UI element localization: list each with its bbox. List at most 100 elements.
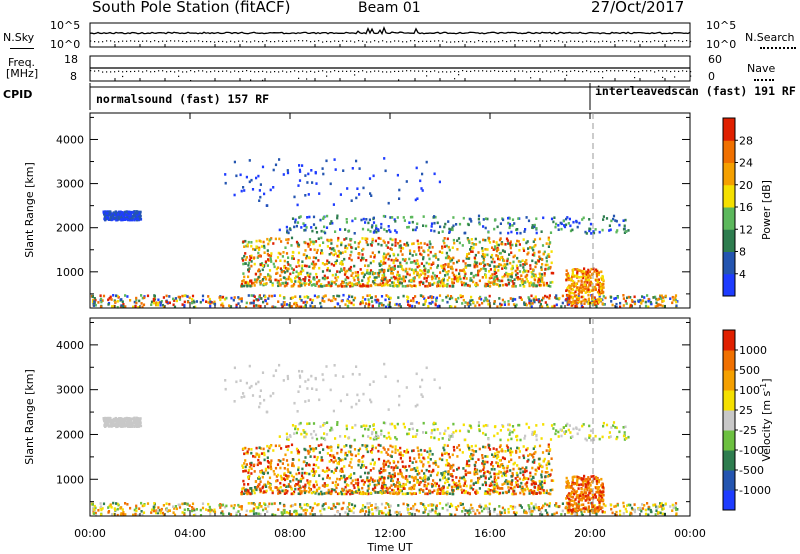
echo-cell	[245, 513, 248, 517]
echo-cell	[345, 492, 348, 496]
echo-cell	[429, 242, 432, 246]
echo-cell	[280, 269, 283, 272]
echo-cell	[434, 461, 437, 465]
echo-cell	[100, 505, 103, 508]
echo-cell	[441, 246, 444, 250]
echo-cell	[150, 300, 154, 304]
echo-cell	[499, 222, 502, 225]
echo-cell	[575, 295, 578, 299]
echo-cell	[295, 301, 298, 305]
nsearch-point	[546, 40, 548, 42]
nsearch-point	[230, 40, 232, 42]
echo-cell	[488, 270, 491, 273]
echo-cell	[479, 503, 482, 507]
echo-cell	[250, 256, 253, 260]
echo-cell	[307, 503, 310, 507]
nave-point	[426, 70, 428, 73]
echo-cell	[418, 483, 421, 486]
echo-cell	[360, 218, 363, 222]
echo-cell	[363, 273, 366, 276]
echo-cell	[433, 215, 436, 218]
echo-cell	[255, 446, 258, 450]
echo-cell	[320, 229, 323, 233]
echo-cell	[105, 216, 108, 219]
echo-cell	[602, 286, 605, 289]
echo-cell	[183, 513, 186, 517]
echo-cell	[390, 276, 393, 280]
echo-cell	[114, 418, 118, 421]
echo-cell	[172, 511, 175, 514]
echo-cell	[359, 510, 362, 514]
echo-cell	[619, 301, 622, 305]
echo-cell	[427, 504, 430, 507]
echo-cell	[489, 281, 492, 284]
echo-cell	[364, 510, 368, 513]
nave-point	[510, 70, 512, 72]
echo-cell	[526, 240, 529, 243]
echo-cell	[269, 238, 272, 241]
echo-cell	[533, 300, 536, 304]
echo-cell	[115, 425, 118, 429]
echo-cell	[124, 218, 127, 221]
echo-cell	[404, 465, 407, 468]
echo-cell	[493, 483, 496, 487]
echo-cell	[586, 279, 589, 282]
echo-cell	[304, 483, 307, 487]
echo-cell	[522, 492, 525, 496]
echo-cell	[470, 457, 473, 460]
echo-cell	[435, 299, 438, 302]
echo-cell	[345, 489, 348, 493]
echo-cell	[368, 509, 371, 512]
echo-cell	[422, 511, 425, 514]
echo-cell	[303, 513, 306, 517]
echo-cell	[91, 508, 95, 511]
echo-cell	[352, 511, 355, 515]
echo-cell	[451, 226, 454, 229]
echo-cell	[371, 251, 374, 255]
echo-cell	[168, 509, 171, 512]
echo-cell	[394, 511, 397, 514]
echo-cell	[456, 248, 459, 251]
echo-cell	[394, 303, 397, 306]
echo-cell	[676, 508, 679, 511]
echo-cell	[191, 502, 195, 506]
echo-cell	[612, 217, 615, 221]
echo-cell	[544, 509, 547, 512]
echo-cell	[387, 252, 390, 256]
nave-point	[418, 70, 420, 72]
echo-cell	[350, 489, 354, 493]
echo-cell	[309, 455, 312, 458]
echo-cell	[474, 461, 477, 464]
echo-cell	[601, 228, 604, 232]
echo-cell	[245, 305, 248, 309]
echo-cell	[469, 248, 472, 251]
echo-cell	[601, 286, 604, 289]
echo-cell	[493, 260, 496, 264]
echo-cell	[505, 266, 508, 270]
echo-cell	[468, 301, 471, 304]
echo-cell	[661, 299, 664, 303]
echo-cell	[541, 513, 544, 516]
echo-cell	[572, 275, 575, 278]
echo-cell	[336, 214, 339, 218]
echo-cell	[213, 300, 216, 304]
echo-cell	[152, 507, 155, 511]
echo-cell	[391, 488, 394, 492]
echo-cell	[201, 294, 205, 298]
echo-cell	[259, 304, 262, 308]
echo-cell	[669, 505, 672, 508]
echo-cell	[371, 300, 374, 303]
echo-cell	[598, 286, 601, 289]
echo-cell	[298, 281, 302, 285]
nave-point	[190, 70, 192, 72]
echo-cell	[157, 506, 160, 509]
echo-cell	[494, 282, 497, 286]
echo-cell	[362, 283, 365, 286]
echo-cell	[286, 230, 289, 234]
echo-cell	[428, 257, 431, 261]
echo-cell	[112, 294, 115, 297]
echo-cell	[561, 509, 564, 513]
nsearch-point	[246, 41, 248, 43]
echo-cell	[451, 504, 454, 508]
echo-cell	[408, 273, 411, 277]
